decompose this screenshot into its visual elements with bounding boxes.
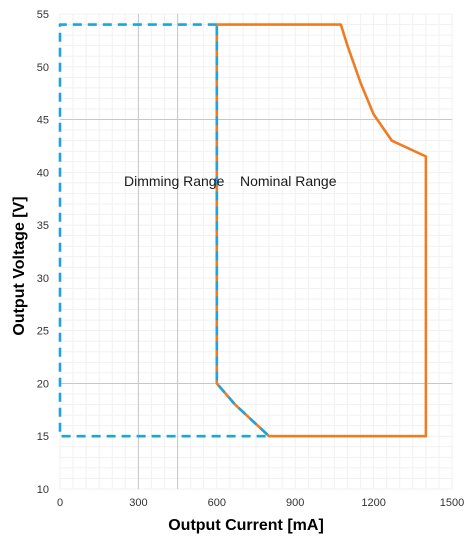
y-tick-label: 20	[37, 378, 49, 390]
y-tick-label: 40	[37, 167, 49, 179]
y-tick-label: 10	[37, 484, 49, 496]
series-layer	[58, 23, 428, 438]
x-tick-label: 1200	[361, 497, 385, 509]
x-tick-label: 300	[129, 497, 147, 509]
grid-layer	[59, 13, 453, 490]
y-tick-label: 55	[37, 9, 49, 21]
series-line-0	[215, 23, 428, 438]
x-tick-label: 600	[208, 497, 226, 509]
y-axis-title: Output Voltage [V]	[11, 196, 28, 335]
y-tick-label: 30	[37, 273, 49, 285]
x-tick-label: 900	[286, 497, 304, 509]
x-tick-label: 1500	[440, 497, 464, 509]
dimming-range-label: Dimming Range	[124, 173, 225, 189]
x-tick-label: 0	[57, 497, 63, 509]
series-line-1	[58, 23, 271, 438]
y-tick-label: 25	[37, 326, 49, 338]
y-tick-label: 15	[37, 431, 49, 443]
y-tick-label: 45	[37, 115, 49, 127]
x-axis-title: Output Current [mA]	[168, 517, 324, 534]
y-tick-label: 35	[37, 220, 49, 232]
nominal-range-label: Nominal Range	[240, 173, 337, 189]
y-tick-label: 50	[37, 62, 49, 74]
tick-layer: 0 300 600 900 1200 1500 10 15 20 25 30 35 40 45 50 55	[37, 9, 464, 509]
